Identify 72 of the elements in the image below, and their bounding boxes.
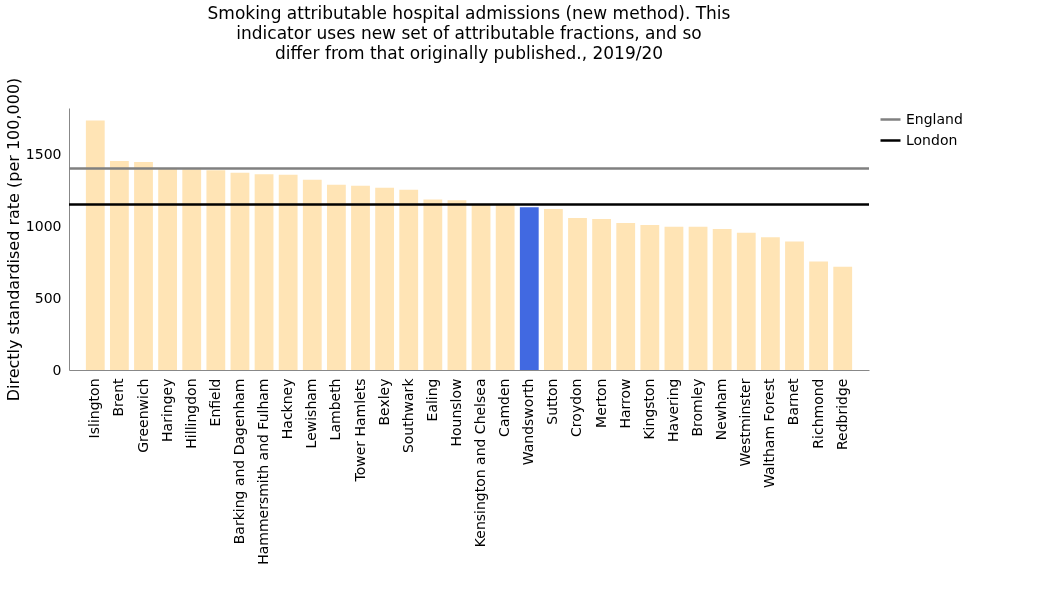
x-tick-label: Southwark [399,377,416,454]
bar [182,169,202,370]
bar [592,218,612,370]
x-tick-label: Barnet [785,377,802,426]
x-tick-label: Haringey [158,378,175,442]
bar [206,170,226,370]
bar [519,207,539,370]
bar [809,261,829,370]
x-tick-label: Sutton [544,378,561,425]
x-tick-label: Newham [713,378,730,441]
y-axis-title: Directly standardised rate (per 100,000) [3,77,23,402]
x-tick-label: Merton [592,378,609,428]
bar [543,208,563,370]
bar [712,229,732,370]
x-tick-label: Hillingdon [182,378,199,449]
bar [495,204,515,370]
bar [785,241,804,370]
x-tick-label: Bromley [689,378,706,437]
x-tick-label: Hackney [279,378,296,440]
x-tick-label: Westminster [737,378,754,467]
bar [254,174,274,370]
bar [664,226,684,370]
bar [568,217,587,370]
x-tick-label: Kensington and Chelsea [472,378,489,548]
x-tick-label: Greenwich [134,378,151,453]
legend-label: London [906,131,958,148]
x-tick-label: Islington [86,378,103,439]
x-tick-label: Lambeth [327,378,344,441]
x-tick-label: Richmond [809,378,826,449]
bar [278,174,298,370]
bar [423,199,443,370]
x-tick-label: Croydon [568,378,585,437]
x-tick-label: Bexley [375,378,392,426]
bar [375,187,395,370]
x-tick-label: Hammersmith and Fulham [255,378,272,565]
x-tick-label: Waltham Forest [761,378,778,488]
bar [302,179,322,370]
legend-label: England [906,110,963,127]
y-tick-label: 1500 [25,145,62,162]
chart-title: Smoking attributable hospital admissions (new method). This indicator uses new set of attributable fractions, and so differ from that originally published., 2019/20 [207,3,731,64]
bar [109,160,129,370]
bar [736,232,756,370]
bar [760,237,780,370]
x-tick-label: Kingston [640,378,657,440]
x-tick-label: Havering [664,378,681,442]
bar [85,120,105,370]
bar [616,223,636,370]
bar [326,184,346,370]
x-tick-label: Ealing [423,378,440,422]
y-tick-label: 1000 [25,217,62,234]
bar [833,266,853,370]
x-tick-label: Brent [110,377,127,417]
x-tick-label: Lewisham [303,378,320,449]
x-tick-label: Enfield [206,378,223,427]
y-tick-label: 500 [34,289,62,306]
bar [351,185,370,370]
x-tick-label: Harrow [616,378,633,429]
bar [134,161,153,370]
bar [230,172,250,370]
bar [447,200,467,370]
bar [158,168,178,370]
x-tick-label: Wandsworth [520,378,537,466]
bar [471,204,491,370]
x-tick-label: Barking and Dagenham [230,378,247,545]
bar [688,226,708,370]
x-tick-label: Tower Hamlets [351,378,368,483]
x-tick-label: Camden [496,378,513,437]
bar [640,225,660,370]
x-tick-label: Hounslow [447,378,464,447]
y-tick-label: 0 [52,361,62,378]
x-tick-label: Redbridge [833,378,850,451]
bar [399,189,419,370]
